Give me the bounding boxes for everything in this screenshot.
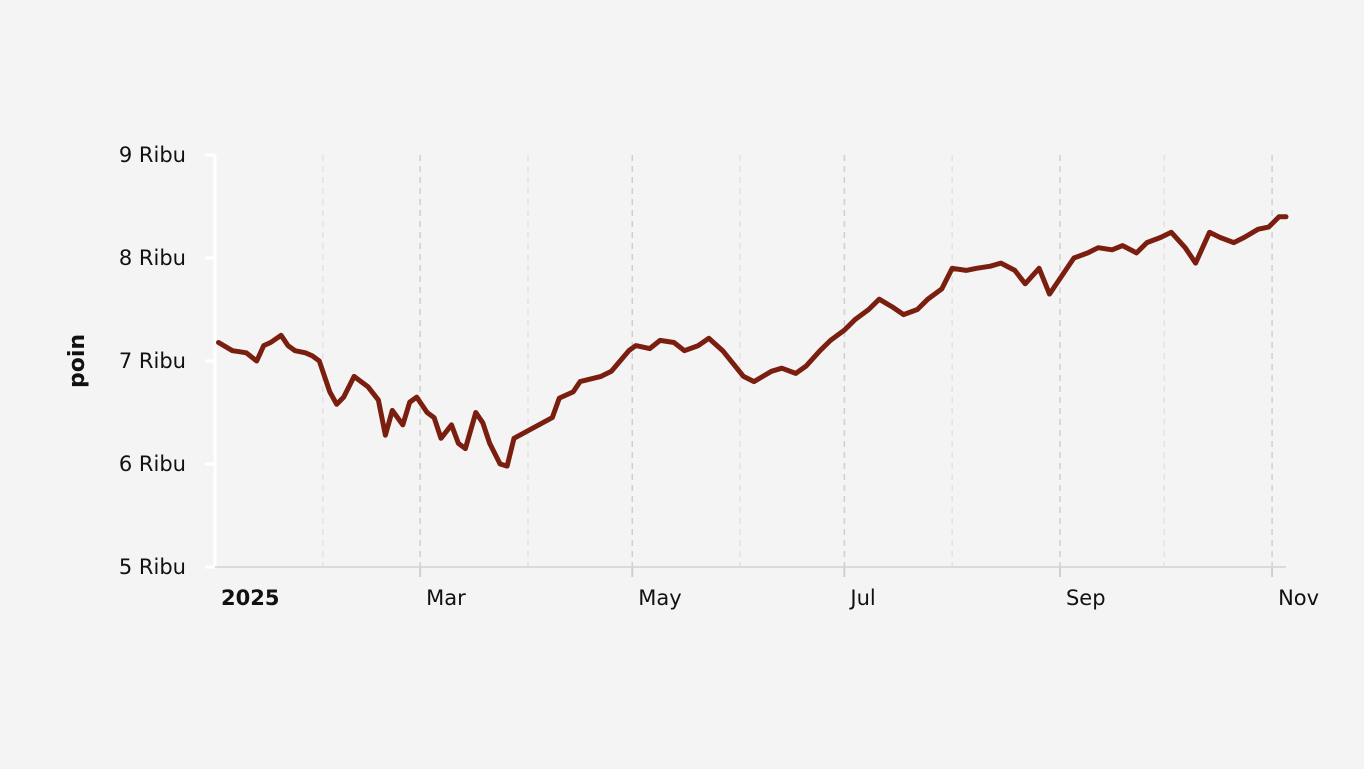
gridlines xyxy=(322,155,1273,567)
x-tick-label: Mar xyxy=(426,586,466,610)
x-tick-label: 2025 xyxy=(221,586,279,610)
y-tick-label: 9 Ribu xyxy=(119,143,186,167)
y-tick-label: 7 Ribu xyxy=(119,349,186,373)
x-tick-label: Sep xyxy=(1066,586,1106,610)
y-tick-label: 6 Ribu xyxy=(119,452,186,476)
y-axis-label: poin xyxy=(65,334,90,388)
x-tick-label: Nov xyxy=(1278,586,1319,610)
x-tick-label: Jul xyxy=(848,586,875,610)
series-line xyxy=(216,214,1289,469)
y-tick-label: 5 Ribu xyxy=(119,555,186,579)
y-tick-label: 8 Ribu xyxy=(119,246,186,270)
series-layer xyxy=(216,214,1289,469)
y-axis-ticks: 9 Ribu 8 Ribu 7 Ribu 6 Ribu 5 Ribu xyxy=(119,143,215,579)
axes xyxy=(213,155,1286,568)
x-axis-ticks: 2025 Mar May Jul Sep Nov xyxy=(221,567,1319,610)
x-tick-label: May xyxy=(638,586,681,610)
